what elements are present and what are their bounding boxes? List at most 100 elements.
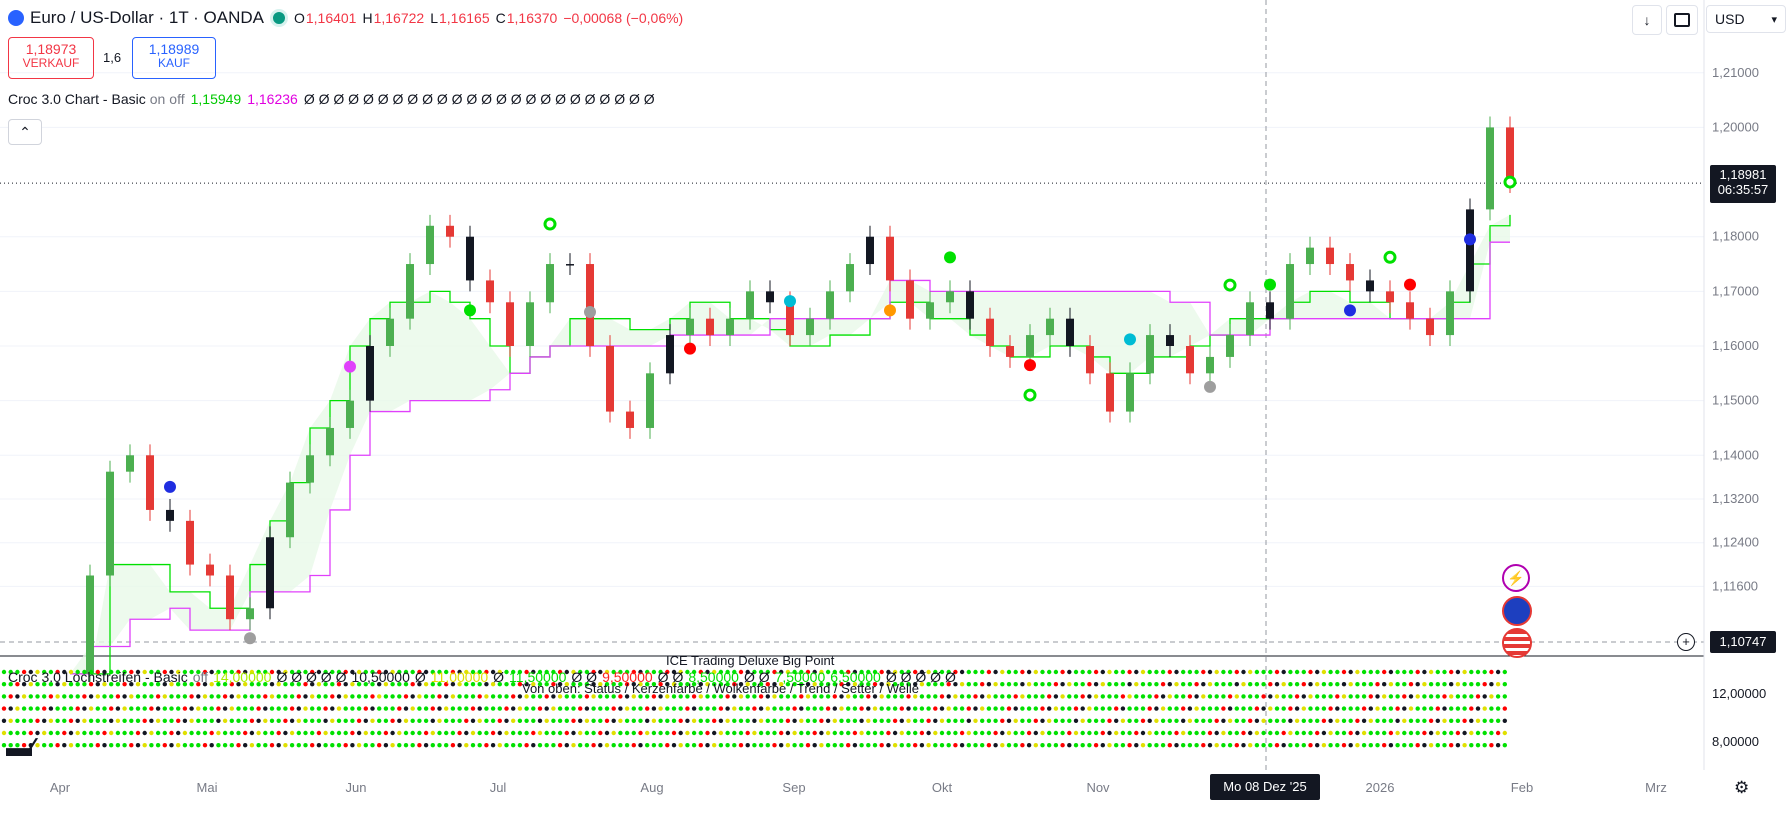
lochstreifen-dot [497,669,502,675]
settings-gear-button[interactable]: ⚙ [1734,778,1749,798]
candle-body [346,400,354,428]
currency-select[interactable]: USD ▾ [1706,5,1786,33]
sell-button[interactable]: 1,18973 VERKAUF [8,37,94,79]
x-tick-label: Feb [1511,780,1533,795]
lochstreifen-dot [8,730,13,736]
lochstreifen-dot [42,682,47,687]
lochstreifen-dot [1368,730,1374,736]
add-alert-button[interactable]: + [1677,633,1695,651]
lochstreifen-dot [1281,682,1286,687]
lochstreifen-dot [738,743,744,748]
signal-dot [344,360,356,373]
tradingview-logo: ▬∕ [6,732,33,762]
lochstreifen-dot [792,743,797,748]
lochstreifen-dot [135,669,141,675]
candle-body [566,264,574,266]
lochstreifen-dot [1442,743,1447,748]
lochstreifen-dot [557,706,563,711]
lochstreifen-dot [899,694,904,699]
lochstreifen-dot [926,730,931,736]
lochstreifen-dot [544,694,549,699]
lochstreifen-dot [1107,730,1112,736]
lochstreifen-dot [1435,694,1441,699]
lochstreifen-dot [109,682,114,687]
lochstreifen-dot [470,730,476,736]
candle-body [1426,318,1434,336]
candle-body [646,373,654,428]
lochstreifen-dot [1073,669,1079,675]
lochstreifen-dot [1026,730,1032,736]
lochstreifen-dot [913,706,918,711]
lochstreifen-dot [1093,706,1099,711]
lochstreifen-dot [122,669,127,675]
lochstreifen-dot [892,718,898,723]
lochstreifen-dot [289,669,295,675]
lochstreifen-dot [222,730,228,736]
lochstreifen-dot [1274,694,1280,699]
lochstreifen-dot [437,743,442,748]
lochstreifen-dot [1000,669,1005,675]
lochstreifen-dot [1428,743,1434,748]
lochstreifen-dot [430,694,435,699]
lochstreifen-dot [926,682,931,687]
lochstreifen-dot [450,743,456,748]
lochstreifen-dot [28,718,33,723]
lochstreifen-dot [457,694,462,699]
lochstreifen-dot [82,743,87,748]
lochstreifen-dot [1408,743,1414,748]
lochstreifen-dot [397,682,402,687]
flash-icon[interactable]: ⚡ [1502,564,1530,592]
lochstreifen-dot [1073,730,1079,736]
eu-flag-icon[interactable] [1502,596,1532,626]
lochstreifen-dot [477,706,482,711]
y-tick-label: 1,13200 [1712,491,1759,506]
lochstreifen-dot [886,669,891,675]
us-flag-icon[interactable] [1502,628,1532,658]
lochstreifen-dot [1127,669,1132,675]
indicator2-z1: Ø Ø Ø Ø Ø [276,669,347,685]
lochstreifen-dot [1047,669,1052,675]
lochstreifen-dot [1435,718,1441,723]
lochstreifen-dot [1422,730,1427,736]
x-tick-label: Mrz [1645,780,1667,795]
lochstreifen-dot [1495,718,1501,723]
lochstreifen-dot [678,743,683,748]
lochstreifen-dot [1,706,7,711]
lochstreifen-dot [182,718,188,723]
lochstreifen-dot [135,706,141,711]
lochstreifen-dot [1355,718,1360,723]
lochstreifen-dot [1502,730,1508,736]
lochstreifen-dot [611,669,616,675]
candle-body [1086,346,1094,374]
lochstreifen-dot [584,743,590,748]
lochstreifen-dot [1147,718,1152,723]
lochstreifen-dot [859,706,864,711]
lochstreifen-dot [490,669,496,675]
lochstreifen-dot [356,669,362,675]
lochstreifen-dot [785,669,791,675]
collapse-legend-button[interactable]: ⌃ [8,119,42,145]
download-button[interactable]: ↓ [1632,5,1662,35]
indicator2-legend[interactable]: Croc 3.0 Lochstreifen - Basic off 14,000… [8,669,956,685]
lochstreifen-dot [68,706,74,711]
symbol-title[interactable]: Euro / US-Dollar · 1T · OANDA [30,8,264,27]
candle-body [1006,346,1014,357]
lochstreifen-dot [618,743,623,748]
buy-button[interactable]: 1,18989 KAUF [132,37,216,79]
lochstreifen-dot [1040,743,1045,748]
lochstreifen-dot [102,706,107,711]
indicator1-legend[interactable]: Croc 3.0 Chart - Basic on off 1,15949 1,… [8,91,655,107]
lochstreifen-dot [718,718,724,723]
lochstreifen-dot [343,718,348,723]
lochstreifen-dot [939,682,945,687]
lochstreifen-dot [249,682,255,687]
lochstreifen-dot [122,682,127,687]
crosshair-date-tag: Mo 08 Dez '25 [1210,774,1320,800]
lochstreifen-dot [68,743,74,748]
lochstreifen-dot [1160,743,1166,748]
lochstreifen-dot [464,706,469,711]
fullscreen-button[interactable] [1666,5,1698,35]
lochstreifen-dot [15,730,20,736]
lochstreifen-dot [356,706,362,711]
